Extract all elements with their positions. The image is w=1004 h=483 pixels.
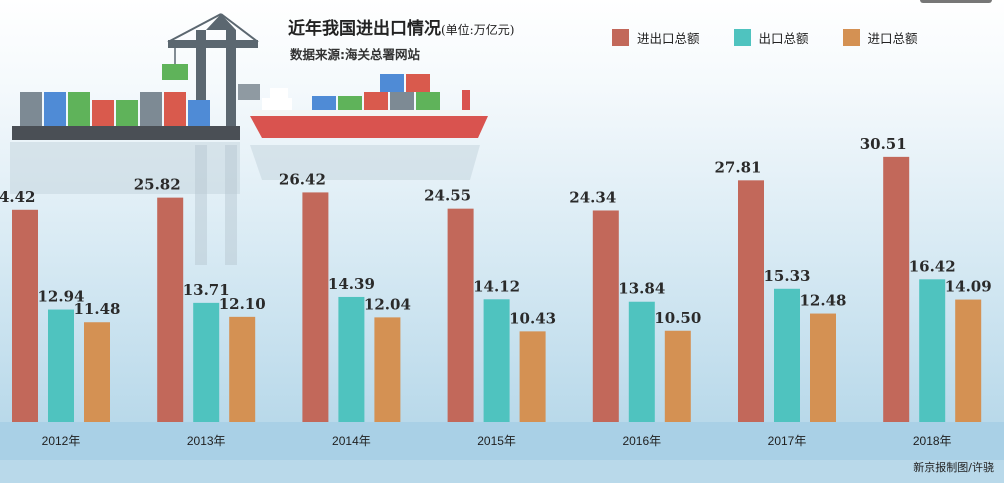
- legend-item-total: 进出口总额: [612, 28, 700, 47]
- bar-import-0: [84, 322, 110, 422]
- bar-import-3: [519, 331, 546, 422]
- data-label-import-4: 10.50: [654, 309, 701, 327]
- x-axis-band: [0, 422, 1004, 460]
- legend: 进出口总额 出口总额 进口总额: [612, 28, 918, 47]
- data-source: 数据来源:海关总署网站: [290, 47, 420, 62]
- data-label-total-3: 24.55: [424, 187, 471, 205]
- data-label-import-5: 12.48: [800, 292, 847, 310]
- bar-import-4: [664, 330, 691, 422]
- x-tick-label-1: 2013年: [187, 434, 226, 448]
- bar-export-3: [483, 299, 510, 422]
- data-label-total-4: 24.34: [569, 188, 616, 206]
- data-label-export-2: 14.39: [328, 275, 375, 293]
- bar-total-1: [157, 197, 184, 422]
- bar-total-0: [12, 209, 38, 422]
- x-tick-label-4: 2016年: [622, 434, 661, 448]
- data-label-total-6: 30.51: [860, 135, 907, 153]
- bar-total-2: [302, 192, 329, 422]
- data-label-total-1: 25.82: [134, 176, 181, 194]
- data-label-import-2: 12.04: [364, 295, 411, 313]
- legend-label-export: 出口总额: [758, 31, 809, 46]
- data-label-export-5: 15.33: [764, 267, 811, 285]
- bar-export-6: [919, 279, 946, 422]
- corner-badge: [920, 0, 992, 3]
- x-axis: 2012年 2013年 2014年 2015年 2016年 2017年 2018年: [0, 422, 1004, 460]
- bar-import-1: [229, 316, 256, 422]
- legend-swatch-import: [842, 29, 860, 46]
- data-label-total-0: 24.42: [0, 188, 35, 206]
- bar-import-2: [374, 317, 401, 422]
- bar-total-5: [738, 180, 764, 422]
- bar-export-4: [628, 301, 655, 422]
- data-label-import-1: 12.10: [219, 295, 266, 313]
- data-label-import-0: 11.48: [74, 300, 121, 318]
- x-tick-label-2: 2014年: [332, 434, 371, 448]
- data-label-import-6: 14.09: [945, 278, 992, 296]
- bar-import-5: [810, 313, 836, 422]
- x-tick-label-5: 2017年: [768, 434, 807, 448]
- x-tick-label-6: 2018年: [913, 434, 952, 448]
- data-label-export-1: 13.71: [183, 281, 230, 299]
- legend-swatch-total: [612, 29, 629, 46]
- title-text: 近年我国进出口情况: [288, 19, 441, 39]
- data-label-total-2: 26.42: [279, 170, 326, 188]
- bar-total-3: [447, 208, 474, 422]
- legend-swatch-export: [733, 29, 751, 46]
- legend-item-export: 出口总额: [733, 28, 809, 47]
- data-label-total-5: 27.81: [715, 158, 762, 176]
- legend-label-import: 进口总额: [867, 31, 918, 46]
- bar-total-6: [883, 156, 910, 422]
- legend-item-import: 进口总额: [842, 28, 918, 47]
- bar-export-2: [338, 296, 365, 422]
- data-label-import-3: 10.43: [509, 309, 556, 327]
- bar-export-0: [48, 309, 74, 422]
- bar-export-5: [774, 288, 800, 422]
- bar-export-1: [193, 302, 220, 422]
- credit: 新京报制图/许骁: [913, 461, 994, 474]
- chart-title: 近年我国进出口情况(单位:万亿元): [288, 14, 514, 39]
- legend-label-total: 进出口总额: [637, 31, 700, 46]
- data-label-export-6: 16.42: [909, 257, 956, 275]
- port-illustration: [10, 13, 488, 265]
- x-tick-label-3: 2015年: [477, 434, 516, 448]
- data-label-export-4: 13.84: [618, 280, 665, 298]
- title-unit: (单位:万亿元): [441, 23, 515, 37]
- data-label-export-3: 14.12: [473, 277, 520, 295]
- bar-total-4: [592, 210, 619, 422]
- bar-import-6: [955, 299, 982, 422]
- x-tick-label-0: 2012年: [42, 434, 81, 448]
- data-label-export-0: 12.94: [38, 288, 85, 306]
